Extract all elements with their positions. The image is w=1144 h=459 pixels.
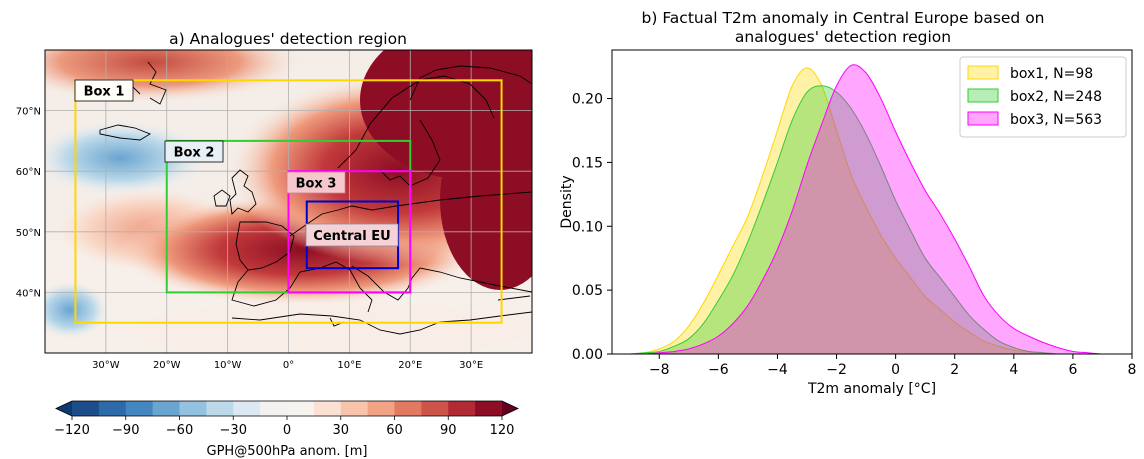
colorbar-segment [475, 401, 503, 416]
lon-tick-label: 10°E [337, 360, 361, 371]
colorbar-tick-label: −60 [166, 423, 193, 438]
colorbar-segment [233, 401, 261, 416]
colorbar-segment [98, 401, 127, 416]
lon-tick-label: 0° [283, 360, 294, 371]
colorbar-label: GPH@500hPa anom. [m] [207, 444, 368, 459]
density-line-box3 [629, 64, 1118, 355]
density-fill-box3 [629, 64, 1118, 355]
box3-label-text: Box 3 [296, 177, 337, 192]
colorbar-segment [152, 401, 180, 416]
colorbar: −120 −90 −60 −30 0 30 60 90 120 [54, 400, 519, 438]
box1-label-text: Box 1 [84, 85, 125, 100]
colorbar-segment [260, 401, 288, 416]
chart-axes: −8 −6 −4 −2 0 2 4 6 8 0.00 0.05 0.10 0.15 0.20 [572, 92, 1137, 378]
density-fill-box2 [629, 85, 1118, 354]
box-1-outline [74, 79, 503, 324]
legend-swatch-box1 [967, 65, 999, 80]
box2-label-text: Box 2 [174, 146, 215, 161]
colorbar-over-arrow [502, 401, 518, 416]
colorbar-tick-label: 90 [440, 423, 457, 438]
x-tick-label: −2 [826, 362, 847, 378]
colorbar-segment [313, 401, 342, 416]
colorbar-segment [287, 401, 315, 416]
legend-frame [959, 56, 1127, 138]
colorbar-tick-label: −30 [220, 423, 247, 438]
central-eu-label: Central EU [305, 223, 399, 247]
legend-swatch-box2 [967, 88, 999, 103]
x-tick-label: 2 [950, 362, 959, 378]
map-frame [44, 49, 533, 354]
colorbar-under-arrow [56, 401, 72, 416]
chart-title-line1: b) Factual T2m anomaly in Central Europe… [642, 9, 1045, 27]
colorbar-segment [179, 401, 207, 416]
x-tick-label: −4 [767, 362, 788, 378]
chart-title-line2: analogues' detection region [735, 28, 951, 46]
lon-tick-label: 20°W [153, 360, 181, 371]
colorbar-tick-label: −90 [112, 423, 139, 438]
colorbar-tick-label: −120 [54, 423, 90, 438]
colorbar-tick-label: 0 [283, 423, 291, 438]
y-tick-label: 0.20 [572, 92, 603, 108]
y-tick-label: 0.05 [572, 283, 603, 299]
lat-tick-label: 40°N [16, 288, 41, 299]
lon-tick-label: 10°W [214, 360, 242, 371]
x-tick-label: 4 [1009, 362, 1018, 378]
lon-tick-label: 20°E [398, 360, 422, 371]
colorbar-tick-label: 120 [490, 423, 515, 438]
y-axis-label: Density [559, 175, 575, 228]
lat-tick-label: 70°N [16, 107, 41, 118]
y-tick-label: 0.00 [572, 347, 603, 363]
colorbar-segment [72, 401, 100, 416]
x-tick-label: −8 [649, 362, 670, 378]
box2-label: Box 2 [164, 140, 224, 163]
colorbar-segment [448, 401, 476, 416]
colorbar-tick-label: 30 [332, 423, 349, 438]
lat-tick-label: 50°N [16, 228, 41, 239]
box3-label: Box 3 [286, 171, 346, 194]
central-eu-label-text: Central EU [313, 229, 390, 244]
x-tick-label: 0 [891, 362, 900, 378]
legend-label-box3: box3, N=563 [1010, 112, 1102, 128]
y-tick-label: 0.15 [572, 155, 603, 171]
colorbar-tick-label: 60 [386, 423, 403, 438]
y-tick-label: 0.10 [572, 219, 603, 235]
colorbar-segment [340, 401, 369, 416]
map-title: a) Analogues' detection region [169, 30, 407, 48]
colorbar-segment [125, 401, 154, 416]
colorbar-segment [367, 401, 395, 416]
x-tick-label: 8 [1128, 362, 1137, 378]
box-3-outline [287, 170, 412, 294]
chart-frame [611, 49, 1133, 355]
legend-label-box2: box2, N=248 [1010, 89, 1102, 105]
legend-label-box1: box1, N=98 [1010, 66, 1093, 82]
colorbar-segment [421, 401, 449, 416]
box1-label: Box 1 [74, 79, 134, 102]
colorbar-segment [394, 401, 422, 416]
legend-swatch-box3 [967, 111, 999, 126]
map-tick-labels: 30°W 20°W 10°W 0° 10°E 20°E 30°E 70°N 60°N 50°N 40… [16, 107, 483, 371]
lon-tick-label: 30°W [92, 360, 120, 371]
density-fill-box1 [629, 67, 1118, 354]
detection-boxes [74, 79, 503, 324]
density-areas [629, 64, 1118, 355]
x-axis-label: T2m anomaly [°C] [807, 381, 936, 397]
density-line-box2 [629, 85, 1118, 355]
colorbar-segment [206, 401, 234, 416]
x-tick-label: 6 [1068, 362, 1077, 378]
lon-tick-label: 30°E [459, 360, 483, 371]
x-tick-label: −6 [708, 362, 729, 378]
lat-tick-label: 60°N [16, 167, 41, 178]
legend: box1, N=98 box2, N=248 box3, N=563 [959, 56, 1127, 138]
